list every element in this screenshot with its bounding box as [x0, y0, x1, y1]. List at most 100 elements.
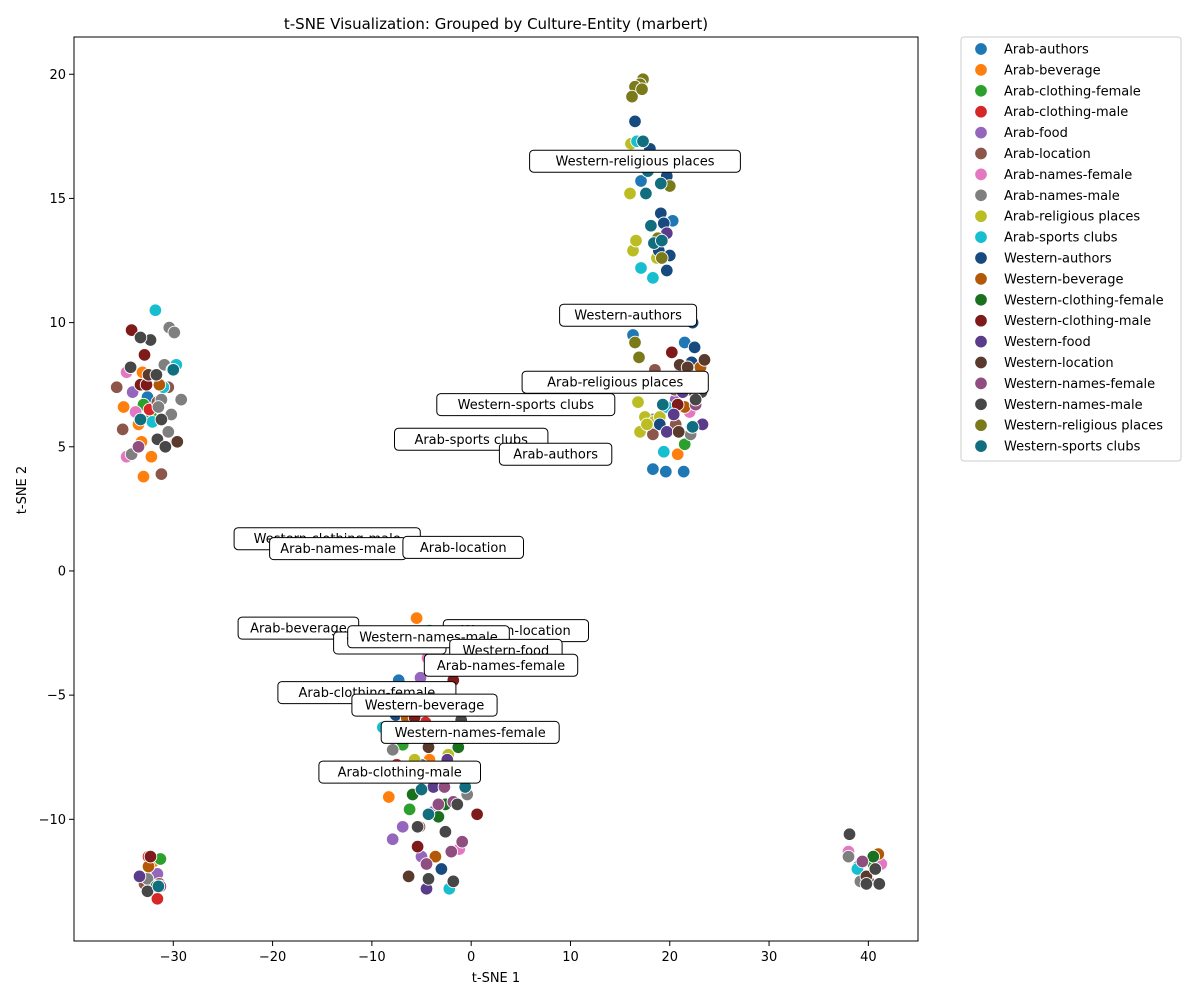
legend-label-2: Arab-clothing-female: [1004, 84, 1141, 99]
legend-entry-17: Western-names-male: [974, 397, 1143, 413]
point-17-7: [438, 824, 453, 839]
point-19-14: [133, 412, 148, 427]
legend-label-3: Arab-clothing-male: [1004, 105, 1128, 120]
axis-ticks: −30 −20 −10 0 10 20 30 40 −10 −5 0 5 10 15 20: [39, 68, 877, 965]
legend-entry-16: Western-names-female: [974, 376, 1155, 392]
annotation-5: Arab-authors: [498, 442, 613, 466]
annotation-text-9: Arab-beverage: [250, 622, 347, 637]
point-17-4: [154, 412, 169, 427]
legend-label-13: Western-clothing-male: [1004, 314, 1151, 329]
point-18-3: [625, 89, 639, 104]
annotation-box-3: [436, 393, 616, 417]
legend-entry-7: Arab-names-male: [974, 188, 1120, 204]
point-17-9: [421, 872, 436, 886]
plot-frame: [73, 36, 919, 942]
annotation-text-14: Arab-names-female: [437, 659, 565, 674]
legend-label-15: Western-location: [1004, 356, 1114, 371]
point-9-0: [148, 303, 163, 317]
legend-label-16: Western-names-female: [1004, 377, 1155, 392]
point-7-5: [174, 392, 188, 407]
point-19-0: [636, 134, 650, 149]
legend-marker-16: [974, 376, 988, 391]
point-17-16: [859, 877, 874, 891]
annotation-0: Western-religious places: [529, 149, 741, 173]
legend-marker-5: [974, 146, 988, 161]
y-tick-label-6: 20: [49, 68, 66, 83]
x-tick-label-3: 0: [467, 950, 475, 965]
legend-marker-2: [974, 84, 988, 98]
annotation-text-7: Arab-names-male: [280, 542, 396, 557]
point-16-8: [855, 854, 870, 869]
legend-entry-15: Western-location: [974, 355, 1114, 371]
legend-marker-18: [974, 418, 988, 432]
legend-label-5: Arab-location: [1004, 147, 1091, 162]
point-18-7: [628, 335, 642, 350]
point-13-4: [665, 345, 679, 360]
point-17-14: [688, 392, 703, 407]
point-1-6: [409, 611, 424, 625]
point-7-7: [161, 425, 176, 439]
annotation-7: Arab-names-male: [269, 537, 408, 561]
annotation-18: Arab-clothing-male: [318, 760, 481, 784]
annotation-text-4: Arab-sports clubs: [414, 433, 528, 448]
legend-marker-7: [974, 188, 988, 203]
point-7-1: [167, 325, 182, 340]
x-axis-label: t-SNE 1: [472, 971, 520, 986]
point-1-12: [670, 447, 685, 461]
point-15-2: [697, 353, 712, 367]
point-5-2: [154, 467, 169, 481]
legend: Arab-authors Arab-beverage Arab-clothing-f…: [960, 36, 1182, 462]
point-16-3: [431, 797, 446, 812]
legend-entry-9: Arab-sports clubs: [974, 230, 1118, 246]
legend-frame: [960, 36, 1182, 462]
point-19-8: [656, 397, 670, 412]
legend-marker-9: [974, 230, 988, 244]
point-9-7: [657, 444, 671, 459]
legend-label-0: Arab-authors: [1004, 43, 1089, 58]
point-1-1: [116, 400, 131, 414]
annotation-box-18: [318, 760, 481, 784]
y-tick-label-5: 15: [49, 192, 66, 207]
annotations: Western-religious places Western-authors A…: [233, 149, 741, 784]
point-19-13: [414, 782, 429, 797]
legend-label-17: Western-names-male: [1004, 398, 1143, 413]
x-tick-label-5: 20: [661, 950, 678, 965]
legend-marker-8: [974, 209, 988, 223]
y-tick-label-3: 5: [58, 440, 66, 455]
legend-entry-10: Western-authors: [974, 251, 1112, 267]
legend-entry-2: Arab-clothing-female: [974, 84, 1141, 99]
chart-title: t-SNE Visualization: Grouped by Culture-…: [284, 15, 708, 33]
point-1-4: [144, 449, 159, 464]
legend-entry-8: Arab-religious places: [974, 209, 1140, 225]
point-19-2: [639, 186, 653, 201]
legend-entry-19: Western-sports clubs: [974, 439, 1141, 455]
point-15-8: [170, 435, 185, 449]
point-18-4: [635, 82, 649, 96]
annotation-8: Arab-location: [402, 535, 524, 559]
legend-entry-11: Western-beverage: [974, 272, 1124, 287]
legend-marker-12: [974, 293, 988, 307]
legend-label-1: Arab-beverage: [1004, 63, 1101, 78]
annotation-box-2: [521, 370, 709, 394]
annotation-box-8: [402, 535, 524, 559]
point-17-1: [133, 330, 148, 345]
legend-entry-13: Western-clothing-male: [974, 313, 1151, 329]
annotation-2: Arab-religious places: [521, 370, 709, 394]
point-8-1: [629, 233, 643, 248]
annotation-box-14: [423, 653, 579, 677]
point-18-9: [655, 251, 669, 265]
legend-marker-17: [974, 397, 988, 412]
point-7-9: [385, 743, 400, 757]
point-11-3: [428, 849, 443, 864]
point-15-3: [401, 869, 416, 884]
point-0-3: [659, 464, 673, 479]
legend-label-9: Arab-sports clubs: [1004, 231, 1118, 246]
annotation-box-0: [529, 149, 741, 173]
legend-entry-4: Arab-food: [974, 125, 1068, 141]
point-13-0: [124, 323, 139, 337]
annotation-box-16: [351, 693, 498, 717]
y-axis-label: t-SNE 2: [15, 466, 30, 514]
point-5-0: [109, 380, 124, 394]
annotation-box-5: [498, 442, 613, 466]
